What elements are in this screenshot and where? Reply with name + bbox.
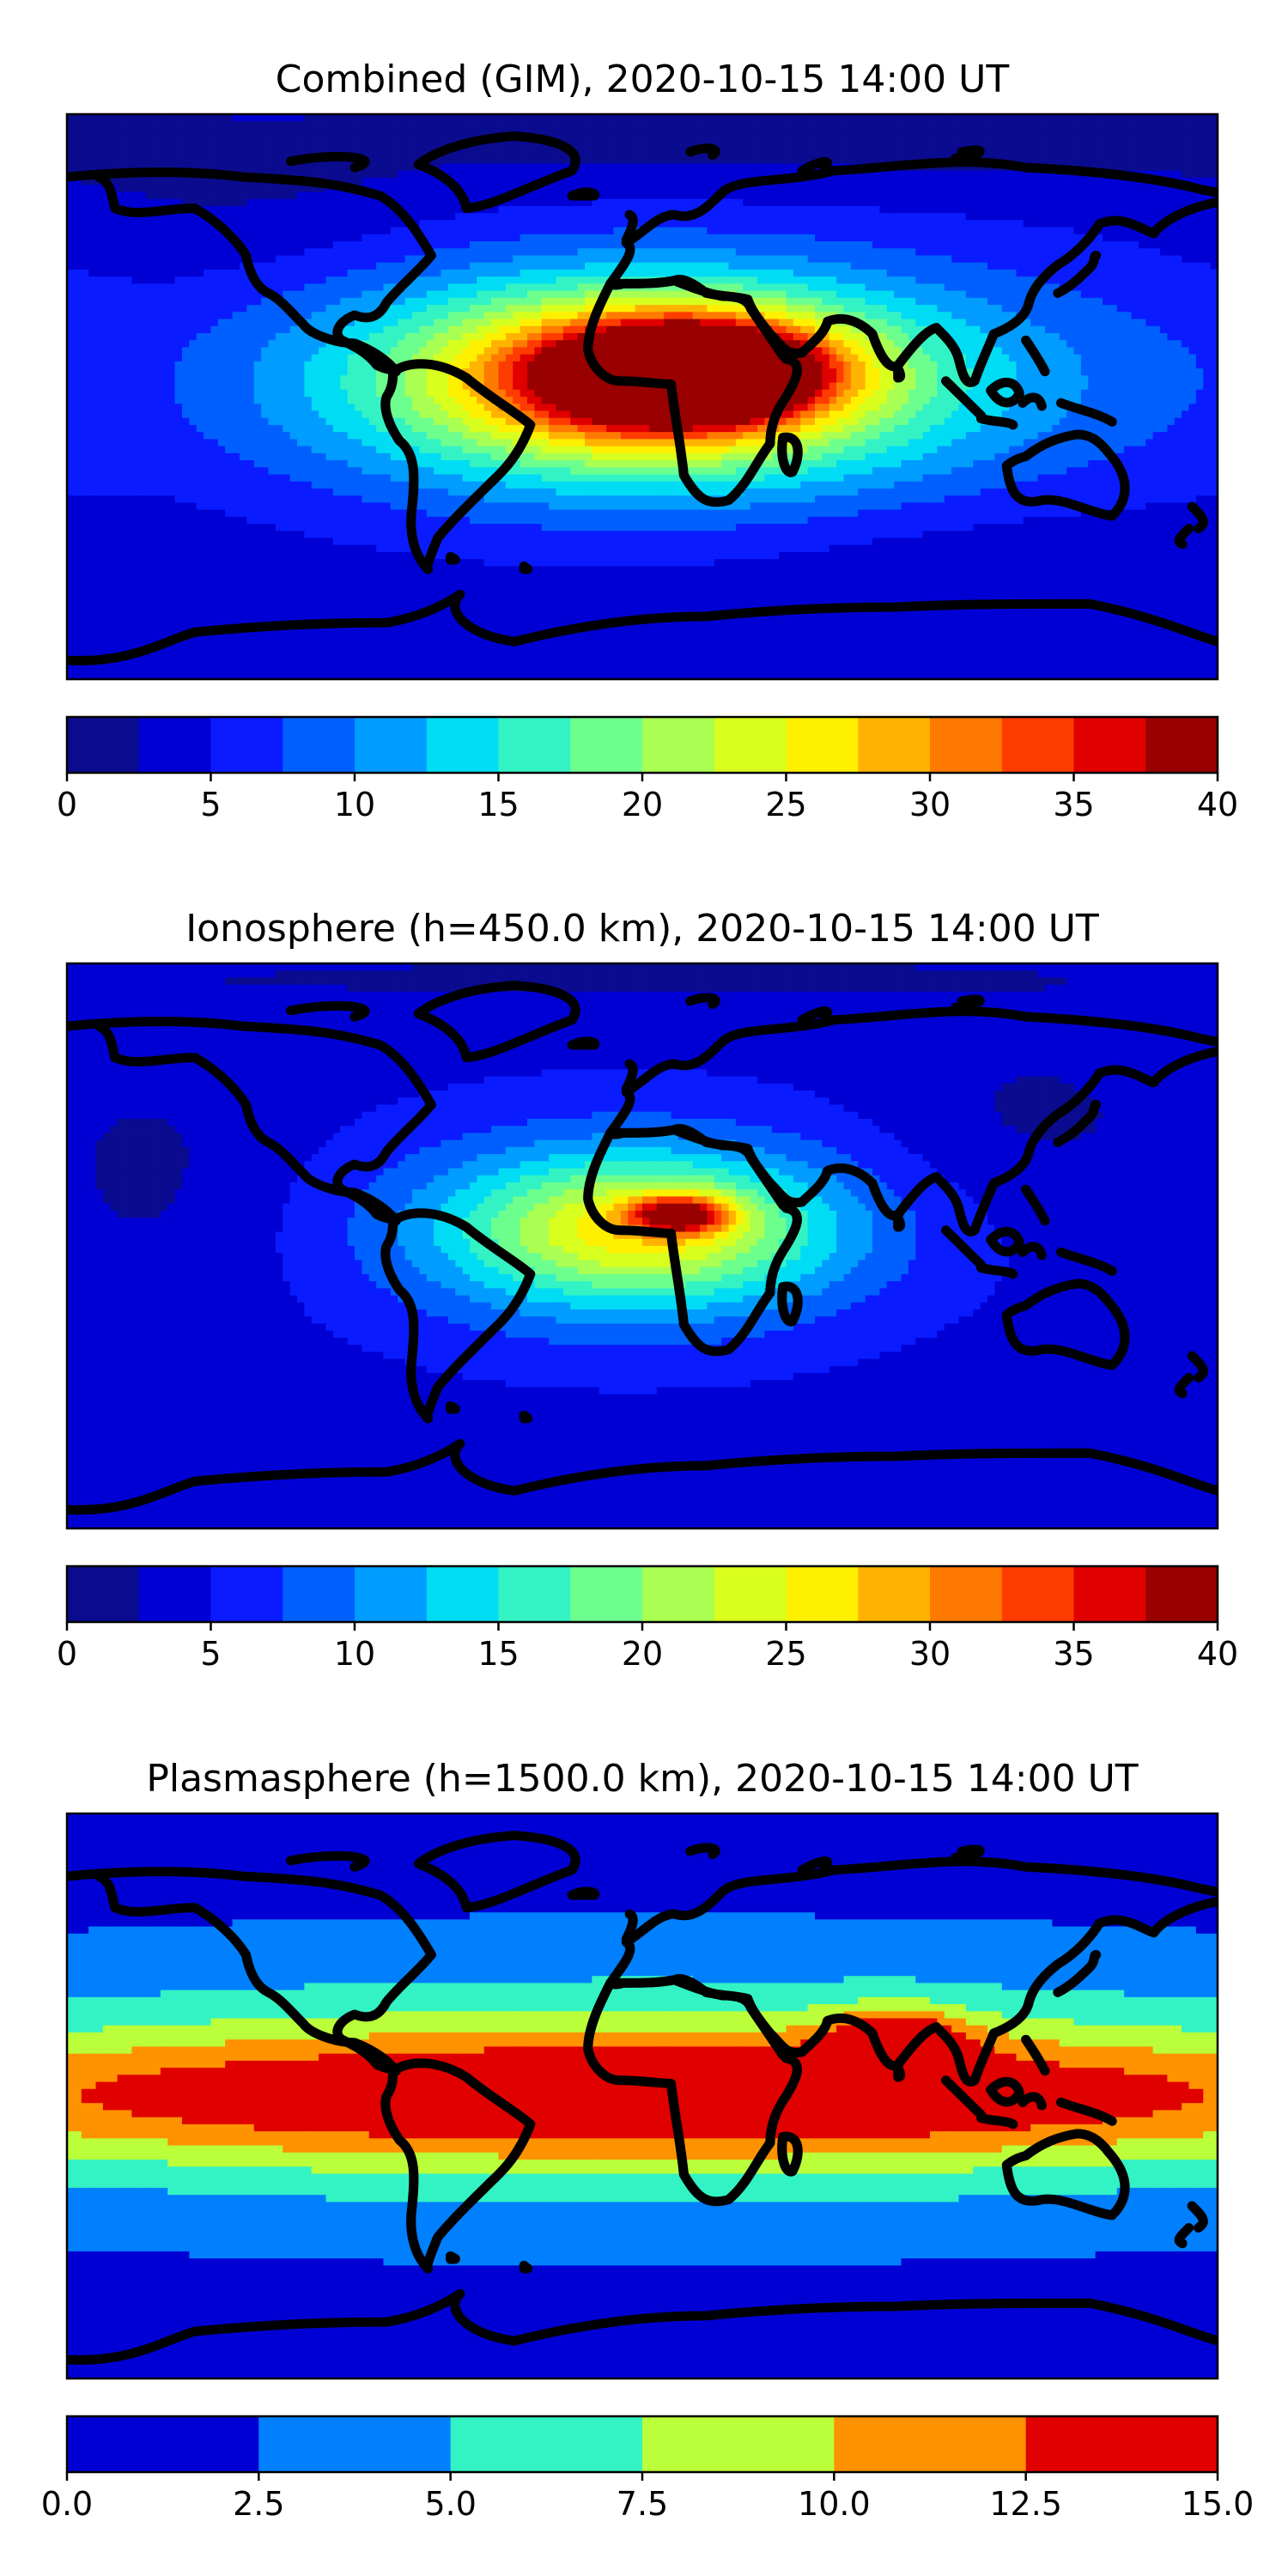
colorbar-bin: [1145, 1566, 1218, 1622]
colorbar-bin: [450, 2416, 643, 2472]
panel-3: Plasmasphere (h=1500.0 km), 2020-10-15 1…: [41, 1757, 1255, 2523]
colorbar-bin: [1001, 1566, 1074, 1622]
colorbar-bin: [1073, 717, 1146, 773]
colorbar-tick-label: 2.5: [233, 2485, 284, 2523]
colorbar-bin: [138, 1566, 211, 1622]
colorbar-bin: [714, 1566, 787, 1622]
colorbar-tick-label: 7.5: [617, 2485, 668, 2523]
colorbar-bin: [1145, 717, 1218, 773]
colorbar-bin: [67, 1566, 140, 1622]
colorbar-bin: [283, 717, 355, 773]
colorbar-tick-label: 15: [477, 1635, 519, 1673]
colorbar-tick-label: 30: [909, 786, 951, 823]
colorbar: 0.0 2.5 5.0 7.5 10.0 12.5 15.0: [41, 2415, 1255, 2523]
colorbar-tick-label: 25: [765, 1635, 806, 1673]
colorbar-bin: [858, 717, 931, 773]
colorbar-bin: [355, 1566, 428, 1622]
plots-container: Combined (GIM), 2020-10-15 14:00 UT 0 5 10 1…: [41, 58, 1255, 2523]
map-frame: [65, 962, 1219, 1530]
colorbar-bin: [258, 2416, 452, 2472]
colorbar-bin: [210, 717, 283, 773]
colorbar: 0 5 10 15 20 25 30 35 40: [57, 715, 1238, 823]
colorbar-tick-label: 40: [1197, 1635, 1238, 1673]
colorbar-tick-label: 5.0: [424, 2485, 476, 2523]
colorbar-bin: [642, 1566, 715, 1622]
colorbar-bin: [714, 717, 787, 773]
colorbar-bin: [930, 1566, 1003, 1622]
colorbar-tick-label: 0.0: [41, 2485, 93, 2523]
colorbar-bin: [930, 717, 1003, 773]
map-field: [67, 114, 1218, 680]
colorbar-tick-label: 35: [1053, 786, 1094, 823]
colorbar-tick-label: 15: [477, 786, 519, 823]
colorbar-bin: [1073, 1566, 1146, 1622]
colorbar-bin: [642, 2416, 835, 2472]
colorbar-bin: [570, 1566, 643, 1622]
colorbar-bin: [642, 717, 715, 773]
colorbar-bin: [426, 1566, 499, 1622]
colorbar-bin: [355, 717, 428, 773]
colorbar-bin: [570, 717, 643, 773]
colorbar-tick-label: 30: [909, 1635, 951, 1673]
colorbar-bin: [1025, 2416, 1218, 2472]
colorbar-tick-label: 10: [334, 1635, 375, 1673]
colorbar-bin: [858, 1566, 931, 1622]
map-field: [67, 963, 1218, 1529]
colorbar-tick-label: 20: [622, 1635, 663, 1673]
colorbar-bin: [138, 717, 211, 773]
colorbar: 0 5 10 15 20 25 30 35 40: [57, 1564, 1238, 1673]
colorbar-bin: [786, 717, 859, 773]
panel-title: Combined (GIM), 2020-10-15 14:00 UT: [276, 58, 1010, 101]
colorbar-bin: [786, 1566, 859, 1622]
colorbar-bin: [498, 1566, 571, 1622]
colorbar-tick-label: 35: [1053, 1635, 1094, 1673]
colorbar-tick-label: 0: [57, 1635, 77, 1673]
colorbar-tick-label: 10.0: [798, 2485, 871, 2523]
colorbar-bin: [210, 1566, 283, 1622]
panel-1: Combined (GIM), 2020-10-15 14:00 UT 0 5 10 1…: [57, 58, 1238, 823]
colorbar-tick-label: 12.5: [989, 2485, 1062, 2523]
colorbar-tick-label: 15.0: [1182, 2485, 1255, 2523]
panel-2: Ionosphere (h=450.0 km), 2020-10-15 14:0…: [57, 907, 1238, 1673]
colorbar-tick-label: 10: [334, 786, 375, 823]
colorbar-tick-label: 5: [200, 786, 221, 823]
colorbar-bin: [834, 2416, 1027, 2472]
colorbar-bin: [498, 717, 571, 773]
colorbar-bin: [67, 2416, 259, 2472]
colorbar-bin: [426, 717, 499, 773]
colorbar-tick-label: 0: [57, 786, 77, 823]
colorbar-tick-label: 5: [200, 1635, 221, 1673]
colorbar-tick-label: 20: [622, 786, 663, 823]
map-field: [67, 1814, 1218, 2379]
colorbar-tick-label: 25: [765, 786, 806, 823]
map-frame: [65, 1812, 1219, 2380]
colorbar-bin: [67, 717, 140, 773]
panel-title: Ionosphere (h=450.0 km), 2020-10-15 14:0…: [185, 907, 1099, 951]
colorbar-bin: [283, 1566, 355, 1622]
colorbar-tick-label: 40: [1197, 786, 1238, 823]
panel-title: Plasmasphere (h=1500.0 km), 2020-10-15 1…: [146, 1757, 1138, 1801]
colorbar-bin: [1001, 717, 1074, 773]
map-frame: [65, 112, 1219, 681]
